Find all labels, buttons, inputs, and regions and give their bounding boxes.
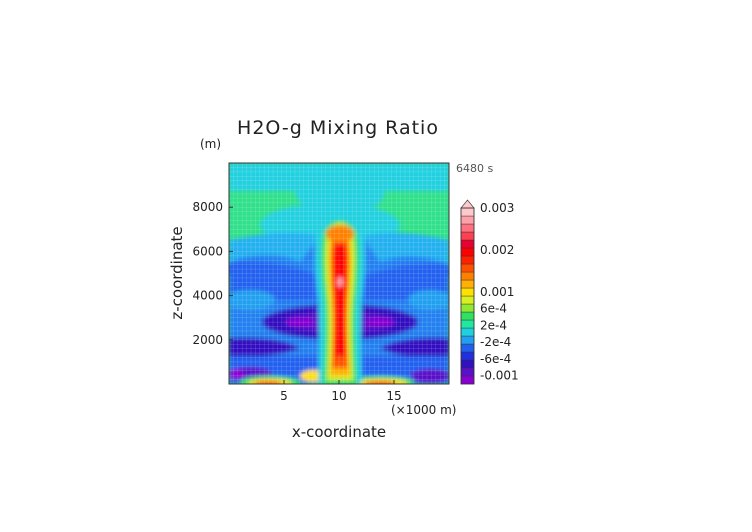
colorbar-swatch bbox=[460, 367, 475, 377]
colorbar-swatch bbox=[460, 271, 475, 281]
plot-area bbox=[229, 163, 449, 384]
y-tick-label: 4000 bbox=[192, 289, 223, 303]
colorbar-swatch bbox=[460, 215, 475, 225]
y-unit-label: (m) bbox=[200, 137, 221, 151]
colorbar-label: 0.003 bbox=[480, 201, 514, 215]
x-unit-label: (×1000 m) bbox=[391, 403, 456, 417]
colorbar-swatch bbox=[460, 223, 475, 233]
contour-region bbox=[366, 318, 394, 326]
colorbar: 0.003 0.002 0.001 6e-4 2e-4 -2e-4 -6e-4 -0.001 bbox=[460, 199, 519, 385]
contour-region bbox=[229, 290, 275, 310]
colorbar-swatch bbox=[460, 311, 475, 321]
contour-region bbox=[295, 164, 385, 216]
colorbar-label: -0.001 bbox=[480, 369, 519, 383]
colorbar-swatch bbox=[460, 247, 475, 257]
colorbar-label: 6e-4 bbox=[480, 302, 507, 316]
contour-region bbox=[380, 337, 449, 357]
colorbar-swatch bbox=[460, 375, 475, 385]
contour-field bbox=[229, 163, 449, 384]
colorbar-swatch bbox=[460, 255, 475, 265]
colorbar-swatch bbox=[460, 279, 475, 289]
contour-region bbox=[254, 381, 282, 384]
y-tick-label: 6000 bbox=[192, 244, 223, 258]
contour-region bbox=[229, 337, 300, 357]
x-tick-label: 5 bbox=[280, 389, 288, 403]
contour-region bbox=[229, 232, 320, 262]
colorbar-frame bbox=[460, 207, 475, 385]
contour-region bbox=[337, 277, 343, 287]
y-tick-label: 2000 bbox=[192, 333, 223, 347]
colorbar-swatch bbox=[460, 239, 475, 249]
y-ticks: 2000 4000 6000 8000 bbox=[192, 200, 233, 347]
colorbar-swatch bbox=[460, 303, 475, 313]
colorbar-swatch bbox=[460, 343, 475, 353]
contour-region bbox=[229, 369, 244, 379]
colorbar-swatch bbox=[460, 351, 475, 361]
contour-region bbox=[362, 232, 449, 264]
colorbar-label: 0.001 bbox=[480, 285, 514, 299]
y-tick-label: 8000 bbox=[192, 200, 223, 214]
colorbar-swatch bbox=[460, 359, 475, 369]
x-tick-label: 10 bbox=[331, 389, 346, 403]
colorbar-swatch bbox=[460, 335, 475, 345]
contour-region bbox=[326, 225, 354, 243]
colorbar-swatch bbox=[460, 231, 475, 241]
y-axis-label: z-coordinate bbox=[168, 226, 186, 319]
colorbar-extend-top bbox=[460, 199, 475, 209]
grid-lines bbox=[229, 163, 449, 384]
colorbar-swatch bbox=[460, 207, 475, 217]
x-tick-label: 15 bbox=[386, 389, 401, 403]
colorbar-swatch bbox=[460, 327, 475, 337]
colorbar-label: 2e-4 bbox=[480, 318, 507, 332]
colorbar-swatch bbox=[460, 287, 475, 297]
contour-region bbox=[333, 241, 347, 356]
colorbar-label: -6e-4 bbox=[480, 352, 511, 366]
colorbar-label: -2e-4 bbox=[480, 335, 511, 349]
colorbar-swatch bbox=[460, 295, 475, 305]
time-label: 6480 s bbox=[456, 162, 493, 175]
chart-title: H2O-g Mixing Ratio bbox=[237, 117, 439, 139]
contour-region bbox=[286, 318, 314, 326]
contour-region bbox=[410, 369, 449, 383]
colorbar-swatch bbox=[460, 263, 475, 273]
x-axis-label: x-coordinate bbox=[292, 423, 386, 441]
contour-region bbox=[364, 381, 396, 384]
colorbar-label: 0.002 bbox=[480, 243, 514, 257]
x-ticks: 5 10 15 bbox=[280, 380, 402, 403]
contour-region bbox=[408, 290, 449, 310]
colorbar-swatch bbox=[460, 319, 475, 329]
